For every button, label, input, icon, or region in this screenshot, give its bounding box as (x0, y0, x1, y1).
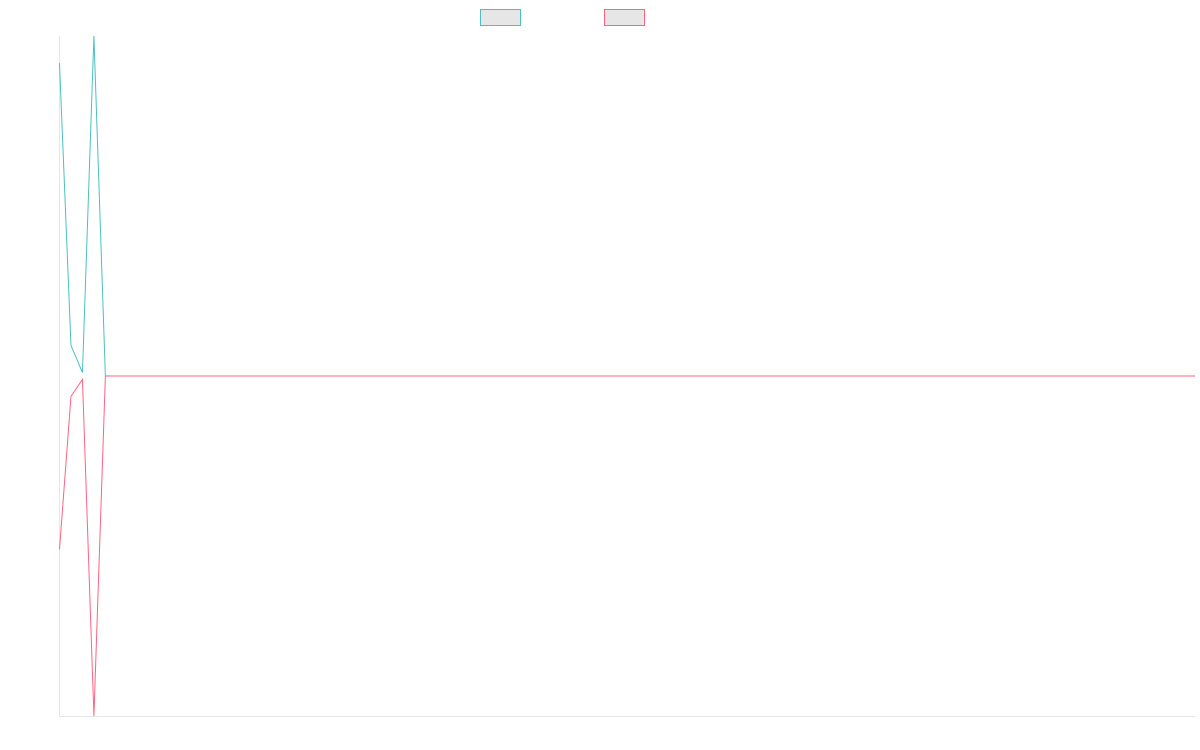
legend-swatch[interactable] (604, 9, 645, 26)
legend-item[interactable] (604, 9, 645, 26)
legend (480, 9, 645, 26)
legend-swatch[interactable] (480, 9, 521, 26)
legend-item[interactable] (480, 9, 521, 26)
series-group (59, 35, 1195, 717)
series-line-1 (59, 35, 1195, 377)
series-line-2 (59, 375, 1195, 717)
axes (59, 36, 1195, 717)
